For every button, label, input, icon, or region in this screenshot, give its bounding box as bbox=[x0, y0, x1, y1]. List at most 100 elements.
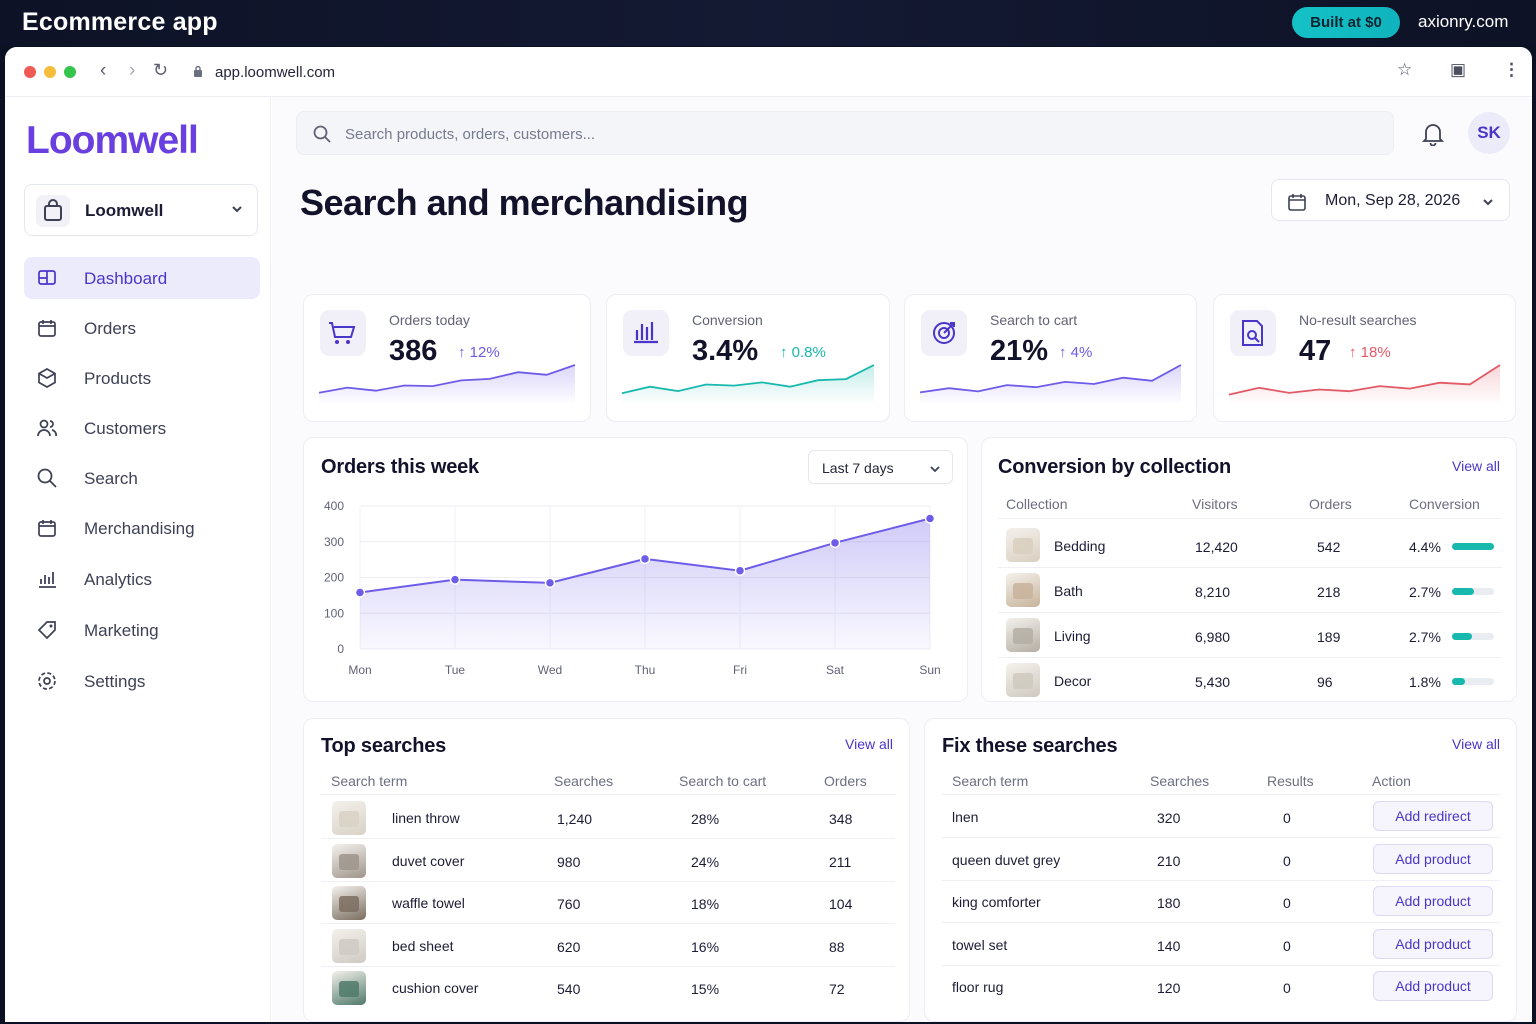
browser-window: ‹ › ↻ app.loomwell.com ☆ ▣ ⋮ Loomwell Lo… bbox=[5, 47, 1532, 1022]
conversion-bar-fill bbox=[1452, 588, 1474, 595]
product-image-shape bbox=[339, 981, 359, 997]
collection-name: Bath bbox=[1054, 583, 1083, 599]
date-picker[interactable]: Mon, Sep 28, 2026 bbox=[1271, 179, 1510, 221]
arrow-up-icon: ↑ bbox=[1349, 344, 1361, 361]
add-product-button[interactable]: Add product bbox=[1373, 886, 1493, 916]
fix-search-row: king comforter 180 0 Add product bbox=[925, 881, 1515, 923]
collection-orders: 189 bbox=[1317, 629, 1341, 645]
sidebar-item-label: Marketing bbox=[84, 621, 159, 640]
target-icon bbox=[921, 310, 967, 356]
products-icon bbox=[36, 367, 58, 389]
column-header: Action bbox=[1372, 773, 1411, 789]
search-row[interactable]: cushion cover 540 15% 72 bbox=[304, 967, 904, 1009]
search-row[interactable]: linen throw 1,240 28% 348 bbox=[304, 797, 904, 839]
x-tick-label: Wed bbox=[538, 663, 562, 677]
address-bar[interactable]: app.loomwell.com bbox=[185, 55, 1425, 89]
sidepanel-icon[interactable]: ▣ bbox=[1450, 60, 1467, 79]
sidebar-item-settings[interactable]: Settings bbox=[24, 660, 260, 702]
sidebar-item-marketing[interactable]: Marketing bbox=[24, 609, 260, 651]
maximize-window-dot[interactable] bbox=[64, 66, 76, 78]
global-search-input[interactable]: Search products, orders, customers... bbox=[296, 111, 1394, 155]
orders-point[interactable] bbox=[639, 553, 651, 565]
x-tick-label: Sun bbox=[919, 663, 940, 677]
fix-searches-view-all-link[interactable]: View all bbox=[1452, 736, 1500, 752]
product-image-shape bbox=[339, 811, 359, 827]
fix-search-row: queen duvet grey 210 0 Add product bbox=[925, 839, 1515, 881]
sparkline-line bbox=[621, 364, 875, 395]
sidebar-item-analytics[interactable]: Analytics bbox=[24, 558, 260, 600]
kpi-delta: ↑ 18% bbox=[1349, 344, 1391, 361]
more-menu-icon[interactable]: ⋮ bbox=[1503, 60, 1520, 79]
search-count: 180 bbox=[1157, 895, 1181, 911]
kpi-card-orders-today[interactable]: Orders today 386 ↑ 12% bbox=[303, 294, 591, 422]
kpi-delta-value: 0.8% bbox=[791, 344, 826, 361]
arrow-up-icon: ↑ bbox=[458, 344, 470, 361]
kpi-card-no-result-searches[interactable]: No-result searches 47 ↑ 18% bbox=[1213, 294, 1516, 422]
collection-row[interactable]: Bath 8,210 218 2.7% bbox=[982, 568, 1512, 613]
settings-icon bbox=[36, 670, 58, 692]
sidebar-item-customers[interactable]: Customers bbox=[24, 407, 260, 449]
search-orders: 348 bbox=[829, 811, 853, 827]
kpi-delta-value: 18% bbox=[1360, 344, 1391, 361]
sidebar-item-merchandising[interactable]: Merchandising bbox=[24, 507, 260, 549]
search-orders: 72 bbox=[829, 981, 845, 997]
search-to-cart: 15% bbox=[691, 981, 720, 997]
collection-visitors: 5,430 bbox=[1195, 674, 1231, 690]
store-switcher[interactable]: Loomwell bbox=[24, 184, 258, 236]
page-title: Search and merchandising bbox=[300, 182, 749, 223]
collection-row[interactable]: Bedding 12,420 542 4.4% bbox=[982, 523, 1512, 568]
search-row[interactable]: duvet cover 980 24% 211 bbox=[304, 840, 904, 882]
product-image-shape bbox=[339, 853, 359, 870]
close-window-dot[interactable] bbox=[24, 66, 36, 78]
column-header: Collection bbox=[1006, 496, 1068, 512]
conversion-bar bbox=[1452, 588, 1494, 595]
column-header: Orders bbox=[824, 773, 867, 789]
orders-point[interactable] bbox=[734, 565, 746, 576]
range-select[interactable]: Last 7 days bbox=[808, 450, 953, 484]
sidebar-item-orders[interactable]: Orders bbox=[24, 307, 260, 349]
row-divider bbox=[998, 567, 1502, 568]
search-term: lnen bbox=[952, 809, 979, 825]
back-icon[interactable]: ‹ bbox=[100, 60, 107, 81]
search-to-cart: 18% bbox=[691, 896, 720, 912]
bookmark-star-icon[interactable]: ☆ bbox=[1397, 60, 1413, 79]
kpi-card-conversion[interactable]: Conversion 3.4% ↑ 0.8% bbox=[606, 294, 890, 422]
collection-name: Bedding bbox=[1054, 538, 1106, 554]
add-product-button[interactable]: Add product bbox=[1373, 843, 1493, 874]
banner-domain[interactable]: axionry.com bbox=[1418, 12, 1509, 31]
orders-point[interactable] bbox=[354, 587, 366, 598]
top-searches-view-all-link[interactable]: View all bbox=[845, 736, 893, 752]
add-product-button[interactable]: Add product bbox=[1373, 971, 1493, 1001]
x-tick-label: Fri bbox=[733, 663, 747, 677]
collection-row[interactable]: Decor 5,430 96 1.8% bbox=[982, 658, 1512, 703]
fix-search-row: floor rug 120 0 Add product bbox=[925, 966, 1515, 1008]
search-thumbnail bbox=[332, 928, 366, 963]
add-product-button[interactable]: Add product bbox=[1373, 928, 1493, 959]
brand-logo[interactable]: Loomwell bbox=[26, 119, 199, 162]
orders-point[interactable] bbox=[924, 513, 936, 524]
collection-name: Living bbox=[1054, 628, 1091, 644]
minimize-window-dot[interactable] bbox=[44, 66, 56, 78]
built-badge[interactable]: Built at $0 bbox=[1292, 7, 1400, 38]
orders-point[interactable] bbox=[829, 537, 841, 549]
reload-icon[interactable]: ↻ bbox=[153, 60, 169, 80]
search-row[interactable]: waffle towel 760 18% 104 bbox=[304, 882, 904, 924]
sidebar-item-dashboard[interactable]: Dashboard bbox=[24, 257, 260, 299]
orders-point[interactable] bbox=[449, 574, 461, 585]
kpi-delta: ↑ 4% bbox=[1059, 344, 1092, 361]
range-select-value: Last 7 days bbox=[822, 460, 894, 476]
search-count: 140 bbox=[1157, 937, 1181, 954]
add-redirect-button[interactable]: Add redirect bbox=[1373, 801, 1493, 831]
kpi-card-search-to-cart[interactable]: Search to cart 21% ↑ 4% bbox=[904, 294, 1197, 422]
forward-icon[interactable]: › bbox=[129, 60, 136, 81]
collections-view-all-link[interactable]: View all bbox=[1452, 458, 1500, 474]
sparkline-area bbox=[319, 365, 575, 405]
header-divider bbox=[942, 794, 1500, 795]
search-row[interactable]: bed sheet 620 16% 88 bbox=[304, 925, 904, 967]
notifications-bell-icon[interactable] bbox=[1422, 122, 1444, 146]
collection-row[interactable]: Living 6,980 189 2.7% bbox=[982, 613, 1512, 658]
user-avatar[interactable]: SK bbox=[1468, 112, 1510, 154]
sidebar-item-products[interactable]: Products bbox=[24, 357, 260, 399]
orders-point[interactable] bbox=[544, 577, 556, 589]
sidebar-item-search[interactable]: Search bbox=[24, 457, 260, 499]
